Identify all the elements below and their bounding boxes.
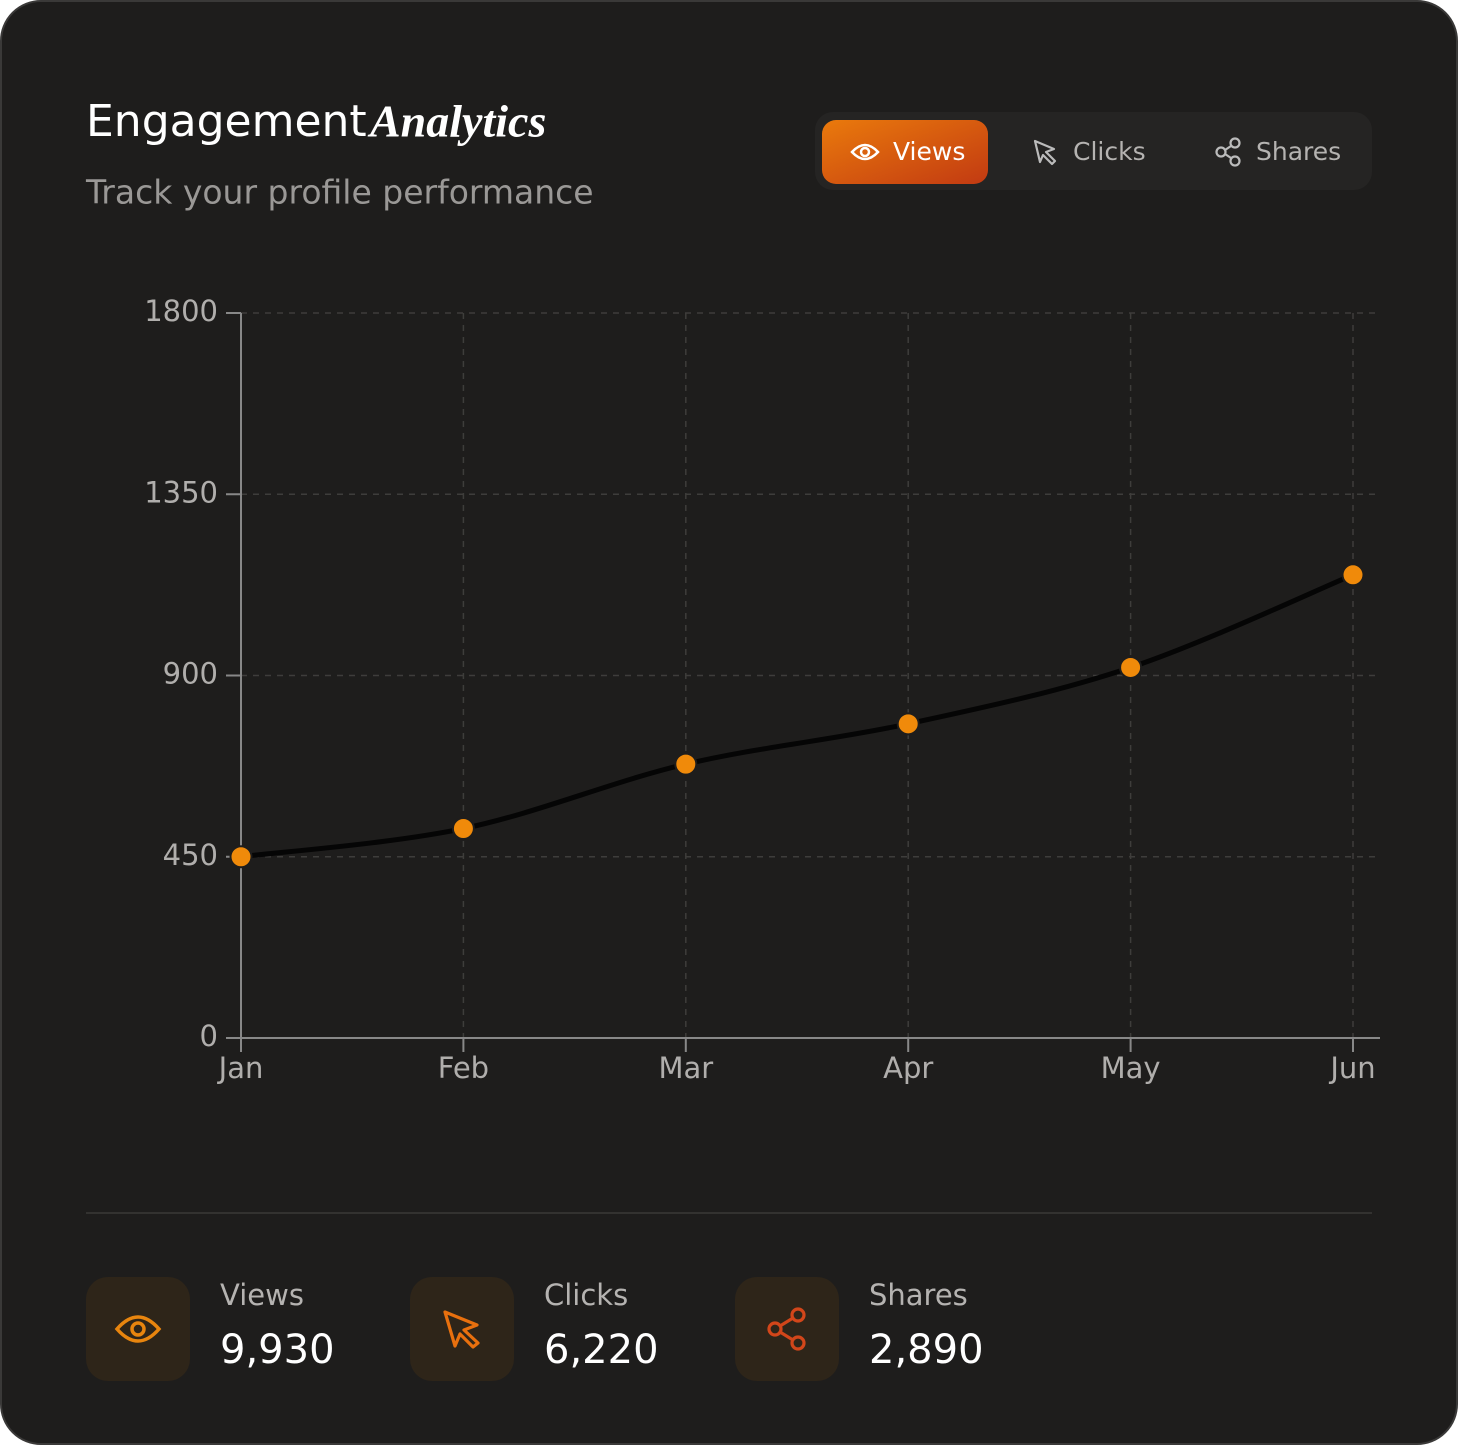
point (229, 845, 253, 869)
y-tick-label: 0 (200, 1019, 218, 1053)
tab-label[interactable]: Clicks (1073, 137, 1146, 166)
stat-icon-box (735, 1277, 839, 1381)
tab-label[interactable]: Shares (1256, 137, 1341, 166)
eye-icon (850, 143, 880, 161)
share-icon (1215, 137, 1241, 167)
tab-active[interactable] (822, 120, 988, 184)
x-tick-label: Apr (883, 1051, 933, 1085)
point (674, 752, 698, 776)
title-emphasis: Analytics (367, 96, 546, 147)
subtitle: Track your profile performance (85, 173, 594, 212)
line (240, 572, 1354, 860)
point (1119, 655, 1143, 679)
point (1341, 563, 1365, 587)
stat-value: 2,890 (869, 1327, 984, 1373)
y-tick-label: 1800 (144, 294, 218, 328)
stat-label: Shares (869, 1278, 968, 1312)
x-tick-label: May (1101, 1051, 1161, 1085)
stat-value: 6,220 (544, 1327, 659, 1373)
x-tick-label: Jun (1328, 1051, 1375, 1085)
stat-label: Views (220, 1278, 304, 1312)
x-tick-label: Mar (658, 1051, 713, 1085)
share-icon (767, 1307, 806, 1351)
cursor-icon (1033, 139, 1057, 166)
x-tick-label: Jan (217, 1051, 264, 1085)
cursor-icon (443, 1310, 480, 1349)
y-tick-label: 1350 (144, 475, 218, 509)
title: Engagement (86, 96, 367, 147)
stat-value: 9,930 (220, 1327, 335, 1373)
eye-icon (114, 1315, 162, 1343)
stat-label: Clicks (544, 1278, 628, 1312)
plot: 0 450 900 1350 1800 Jan Feb Mar Apr May Jun (144, 294, 1380, 1085)
tab-label[interactable]: Views (893, 137, 965, 166)
point (896, 712, 920, 736)
y-tick-label: 900 (163, 657, 218, 691)
stat-icon-box (410, 1277, 514, 1381)
stat-icon-box (86, 1277, 190, 1381)
x-tick-label: Feb (438, 1051, 489, 1085)
y-tick-label: 450 (163, 838, 218, 872)
point (451, 817, 475, 841)
